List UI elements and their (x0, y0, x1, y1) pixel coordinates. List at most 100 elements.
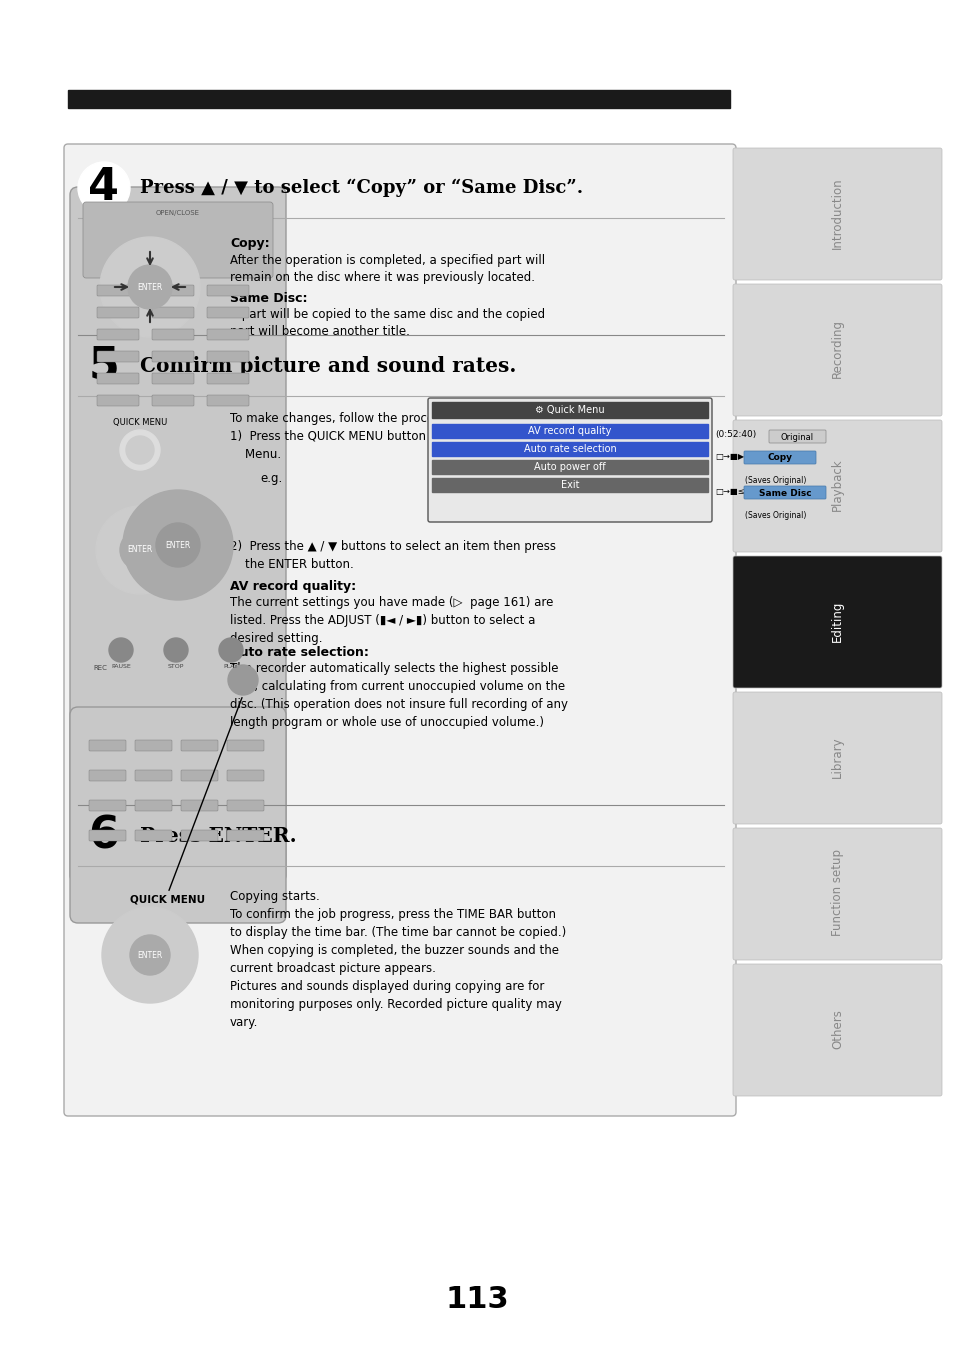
FancyBboxPatch shape (89, 770, 126, 780)
Circle shape (120, 430, 160, 470)
Text: AV record quality:: AV record quality: (230, 580, 355, 593)
Text: Auto rate selection: Auto rate selection (523, 443, 616, 454)
Circle shape (228, 665, 257, 696)
Text: QUICK MENU: QUICK MENU (131, 895, 205, 905)
FancyBboxPatch shape (152, 395, 193, 406)
Text: (0:52:40): (0:52:40) (714, 430, 756, 439)
FancyBboxPatch shape (732, 692, 941, 824)
Circle shape (78, 162, 130, 214)
Text: Original: Original (780, 433, 813, 442)
FancyBboxPatch shape (89, 740, 126, 751)
Text: ⚙ Quick Menu: ⚙ Quick Menu (535, 404, 604, 415)
Text: Function setup: Function setup (830, 849, 843, 937)
FancyBboxPatch shape (83, 202, 273, 278)
Circle shape (219, 638, 243, 662)
Bar (432, 425, 707, 438)
FancyBboxPatch shape (135, 770, 172, 780)
FancyBboxPatch shape (70, 706, 286, 923)
FancyBboxPatch shape (743, 487, 825, 499)
Text: 4: 4 (89, 167, 119, 209)
Bar (432, 479, 707, 492)
Text: Exit: Exit (560, 480, 578, 491)
Bar (432, 442, 707, 456)
Text: STOP: STOP (168, 665, 184, 669)
Text: Same Disc: Same Disc (758, 488, 810, 497)
FancyBboxPatch shape (97, 373, 139, 384)
FancyBboxPatch shape (97, 350, 139, 363)
FancyBboxPatch shape (732, 284, 941, 417)
FancyBboxPatch shape (97, 395, 139, 406)
Text: AV record quality: AV record quality (528, 426, 611, 435)
FancyBboxPatch shape (207, 395, 249, 406)
FancyBboxPatch shape (152, 307, 193, 318)
Circle shape (120, 530, 160, 570)
Bar (432, 402, 707, 418)
FancyBboxPatch shape (732, 148, 941, 280)
Circle shape (130, 936, 170, 975)
Circle shape (164, 638, 188, 662)
FancyBboxPatch shape (89, 830, 126, 841)
Text: PLAY: PLAY (223, 665, 238, 669)
FancyBboxPatch shape (227, 770, 264, 780)
FancyBboxPatch shape (227, 799, 264, 811)
Text: 113: 113 (445, 1286, 508, 1314)
FancyBboxPatch shape (152, 284, 193, 297)
Circle shape (126, 435, 153, 464)
FancyBboxPatch shape (207, 284, 249, 297)
FancyBboxPatch shape (207, 350, 249, 363)
FancyBboxPatch shape (135, 830, 172, 841)
Text: 6: 6 (89, 814, 119, 857)
Text: Playback: Playback (830, 458, 843, 511)
Text: ENTER: ENTER (128, 546, 152, 554)
Text: Confirm picture and sound rates.: Confirm picture and sound rates. (140, 356, 516, 376)
Text: OPEN/CLOSE: OPEN/CLOSE (156, 210, 200, 216)
FancyBboxPatch shape (135, 740, 172, 751)
FancyBboxPatch shape (181, 740, 218, 751)
FancyBboxPatch shape (227, 740, 264, 751)
FancyBboxPatch shape (428, 398, 711, 522)
Text: Press ▲ / ▼ to select “Copy” or “Same Disc”.: Press ▲ / ▼ to select “Copy” or “Same Di… (140, 179, 582, 197)
Bar (68, 90, 729, 108)
Text: ENTER: ENTER (137, 950, 162, 960)
Text: Copying starts.
To confirm the job progress, press the TIME BAR button
to displa: Copying starts. To confirm the job progr… (230, 890, 566, 1029)
FancyBboxPatch shape (732, 828, 941, 960)
FancyBboxPatch shape (152, 329, 193, 340)
FancyBboxPatch shape (207, 307, 249, 318)
FancyBboxPatch shape (70, 187, 286, 883)
FancyBboxPatch shape (181, 830, 218, 841)
FancyBboxPatch shape (732, 555, 941, 687)
Text: Copy:: Copy: (230, 237, 270, 249)
Text: □→■▶: □→■▶ (714, 452, 743, 461)
Circle shape (100, 237, 200, 337)
Text: After the operation is completed, a specified part will
remain on the disc where: After the operation is completed, a spec… (230, 253, 544, 284)
FancyBboxPatch shape (181, 770, 218, 780)
FancyBboxPatch shape (97, 284, 139, 297)
Text: 5: 5 (89, 345, 119, 387)
Text: 2)  Press the ▲ / ▼ buttons to select an item then press
    the ENTER button.: 2) Press the ▲ / ▼ buttons to select an … (230, 541, 556, 572)
Text: ENTER: ENTER (137, 283, 162, 291)
Text: A part will be copied to the same disc and the copied
part will become another t: A part will be copied to the same disc a… (230, 307, 544, 338)
FancyBboxPatch shape (207, 373, 249, 384)
FancyBboxPatch shape (732, 964, 941, 1096)
Text: To make changes, follow the procedure below.
1)  Press the QUICK MENU button to : To make changes, follow the procedure be… (230, 412, 547, 461)
FancyBboxPatch shape (152, 350, 193, 363)
Circle shape (102, 907, 198, 1003)
FancyBboxPatch shape (732, 421, 941, 551)
FancyBboxPatch shape (768, 430, 825, 443)
Bar (432, 460, 707, 474)
FancyBboxPatch shape (181, 799, 218, 811)
Text: (Saves Original): (Saves Original) (744, 476, 805, 485)
Text: PAUSE: PAUSE (111, 665, 131, 669)
Text: Editing: Editing (830, 600, 843, 642)
Text: ENTER: ENTER (165, 541, 191, 550)
Text: The recorder automatically selects the highest possible
rate, calculating from c: The recorder automatically selects the h… (230, 662, 567, 729)
Circle shape (109, 638, 132, 662)
Text: Press ENTER.: Press ENTER. (140, 826, 296, 847)
FancyBboxPatch shape (152, 373, 193, 384)
Circle shape (96, 506, 184, 594)
Text: e.g.: e.g. (260, 472, 282, 485)
Text: Others: Others (830, 1010, 843, 1049)
Text: (Saves Original): (Saves Original) (744, 511, 805, 520)
FancyBboxPatch shape (89, 799, 126, 811)
Text: Library: Library (830, 736, 843, 778)
